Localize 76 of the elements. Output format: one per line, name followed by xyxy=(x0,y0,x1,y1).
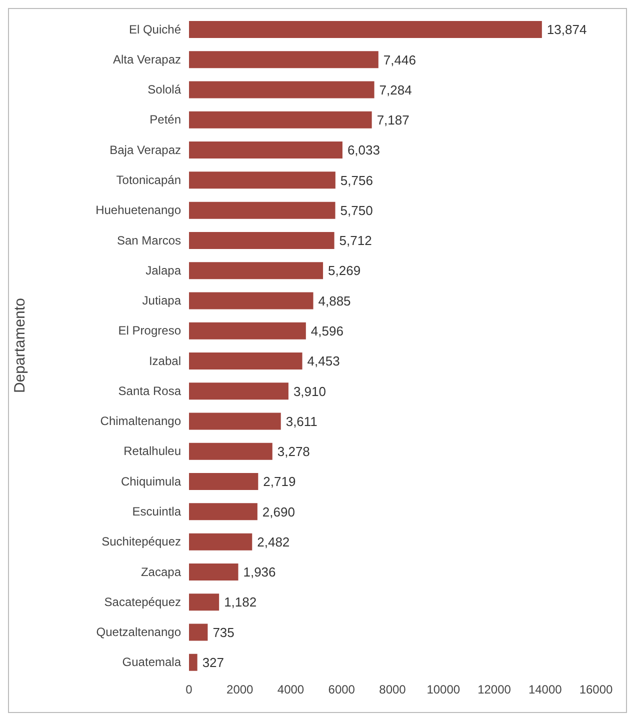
data-label: 735 xyxy=(212,624,234,640)
data-label: 7,446 xyxy=(383,52,416,68)
bar xyxy=(189,292,314,310)
y-axis-title: Departamento xyxy=(11,298,28,394)
y-tick-label: Chiquimula xyxy=(120,474,182,488)
data-label: 5,750 xyxy=(340,202,373,218)
y-tick-label: Quetzaltenango xyxy=(96,625,182,640)
x-tick-label: 2000 xyxy=(226,682,254,697)
bar xyxy=(189,352,302,370)
y-tick-label: Jutiapa xyxy=(142,294,182,308)
y-tick-label: Sacatepéquez xyxy=(104,594,181,609)
y-tick-label: Baja Verapaz xyxy=(110,142,181,157)
x-tick-label: 12000 xyxy=(478,682,512,697)
data-label: 13,874 xyxy=(546,22,587,38)
x-tick-label: 16000 xyxy=(579,682,614,697)
data-label: 3,278 xyxy=(277,444,310,460)
data-label: 1,936 xyxy=(243,564,276,580)
y-tick-label: Retalhuleu xyxy=(124,444,181,458)
data-label: 3,611 xyxy=(286,414,318,429)
y-tick-label: Huehuetenango xyxy=(96,203,182,218)
data-label: 327 xyxy=(202,654,224,670)
data-label: 1,182 xyxy=(224,594,257,610)
y-tick-label: Jalapa xyxy=(146,263,182,278)
bar xyxy=(189,594,220,611)
bar xyxy=(189,111,372,128)
x-tick-label: 6000 xyxy=(328,682,356,697)
y-tick-label: Escuintla xyxy=(132,504,182,519)
bar xyxy=(189,503,258,520)
y-tick-label: San Marcos xyxy=(116,233,181,248)
bar xyxy=(189,563,238,580)
bar xyxy=(189,533,252,550)
x-tick-label: 14000 xyxy=(528,682,562,697)
y-tick-label: Izabal xyxy=(148,354,181,368)
data-label: 2,482 xyxy=(257,534,290,550)
bar xyxy=(189,473,258,490)
data-label: 4,453 xyxy=(307,354,340,369)
bar xyxy=(189,81,374,98)
data-label: 2,719 xyxy=(263,474,296,490)
x-tick-label: 0 xyxy=(186,682,193,697)
y-tick-label: Suchitepéquez xyxy=(102,534,181,549)
bar xyxy=(189,382,288,400)
bar xyxy=(189,232,334,249)
data-label: 6,033 xyxy=(347,142,380,158)
data-label: 5,269 xyxy=(328,263,361,278)
y-tick-label: Sololá xyxy=(148,82,182,97)
y-tick-label: Guatemala xyxy=(122,655,182,670)
data-label: 7,284 xyxy=(379,82,412,98)
data-label: 3,910 xyxy=(293,384,326,399)
x-tick-label: 8000 xyxy=(379,682,406,697)
bar xyxy=(189,412,281,430)
y-tick-label: Petén xyxy=(150,112,181,127)
bar xyxy=(189,202,336,219)
data-label: 5,712 xyxy=(339,233,372,248)
bar xyxy=(189,624,208,641)
data-label: 4,596 xyxy=(310,323,344,338)
y-tick-label: Santa Rosa xyxy=(118,384,182,398)
bar xyxy=(189,442,272,460)
x-tick-label: 4000 xyxy=(277,682,304,697)
bar xyxy=(189,322,306,340)
bar xyxy=(189,262,324,280)
y-tick-label: El Quiché xyxy=(128,22,182,36)
data-label: 5,756 xyxy=(340,172,373,188)
y-tick-label: Zacapa xyxy=(140,564,182,579)
data-label: 2,690 xyxy=(262,504,295,520)
y-tick-label: Totonicapán xyxy=(116,173,181,188)
bar xyxy=(189,172,336,189)
y-tick-label: El Progreso xyxy=(118,324,182,338)
x-tick-label: 10000 xyxy=(426,682,460,697)
data-label: 4,885 xyxy=(318,293,351,308)
bar xyxy=(189,51,378,68)
y-tick-label: Alta Verapaz xyxy=(112,52,181,66)
bar xyxy=(189,21,542,38)
bar xyxy=(189,142,342,159)
bar xyxy=(189,654,198,671)
y-tick-label: Chimaltenango xyxy=(100,414,182,428)
data-label: 7,187 xyxy=(376,112,410,128)
